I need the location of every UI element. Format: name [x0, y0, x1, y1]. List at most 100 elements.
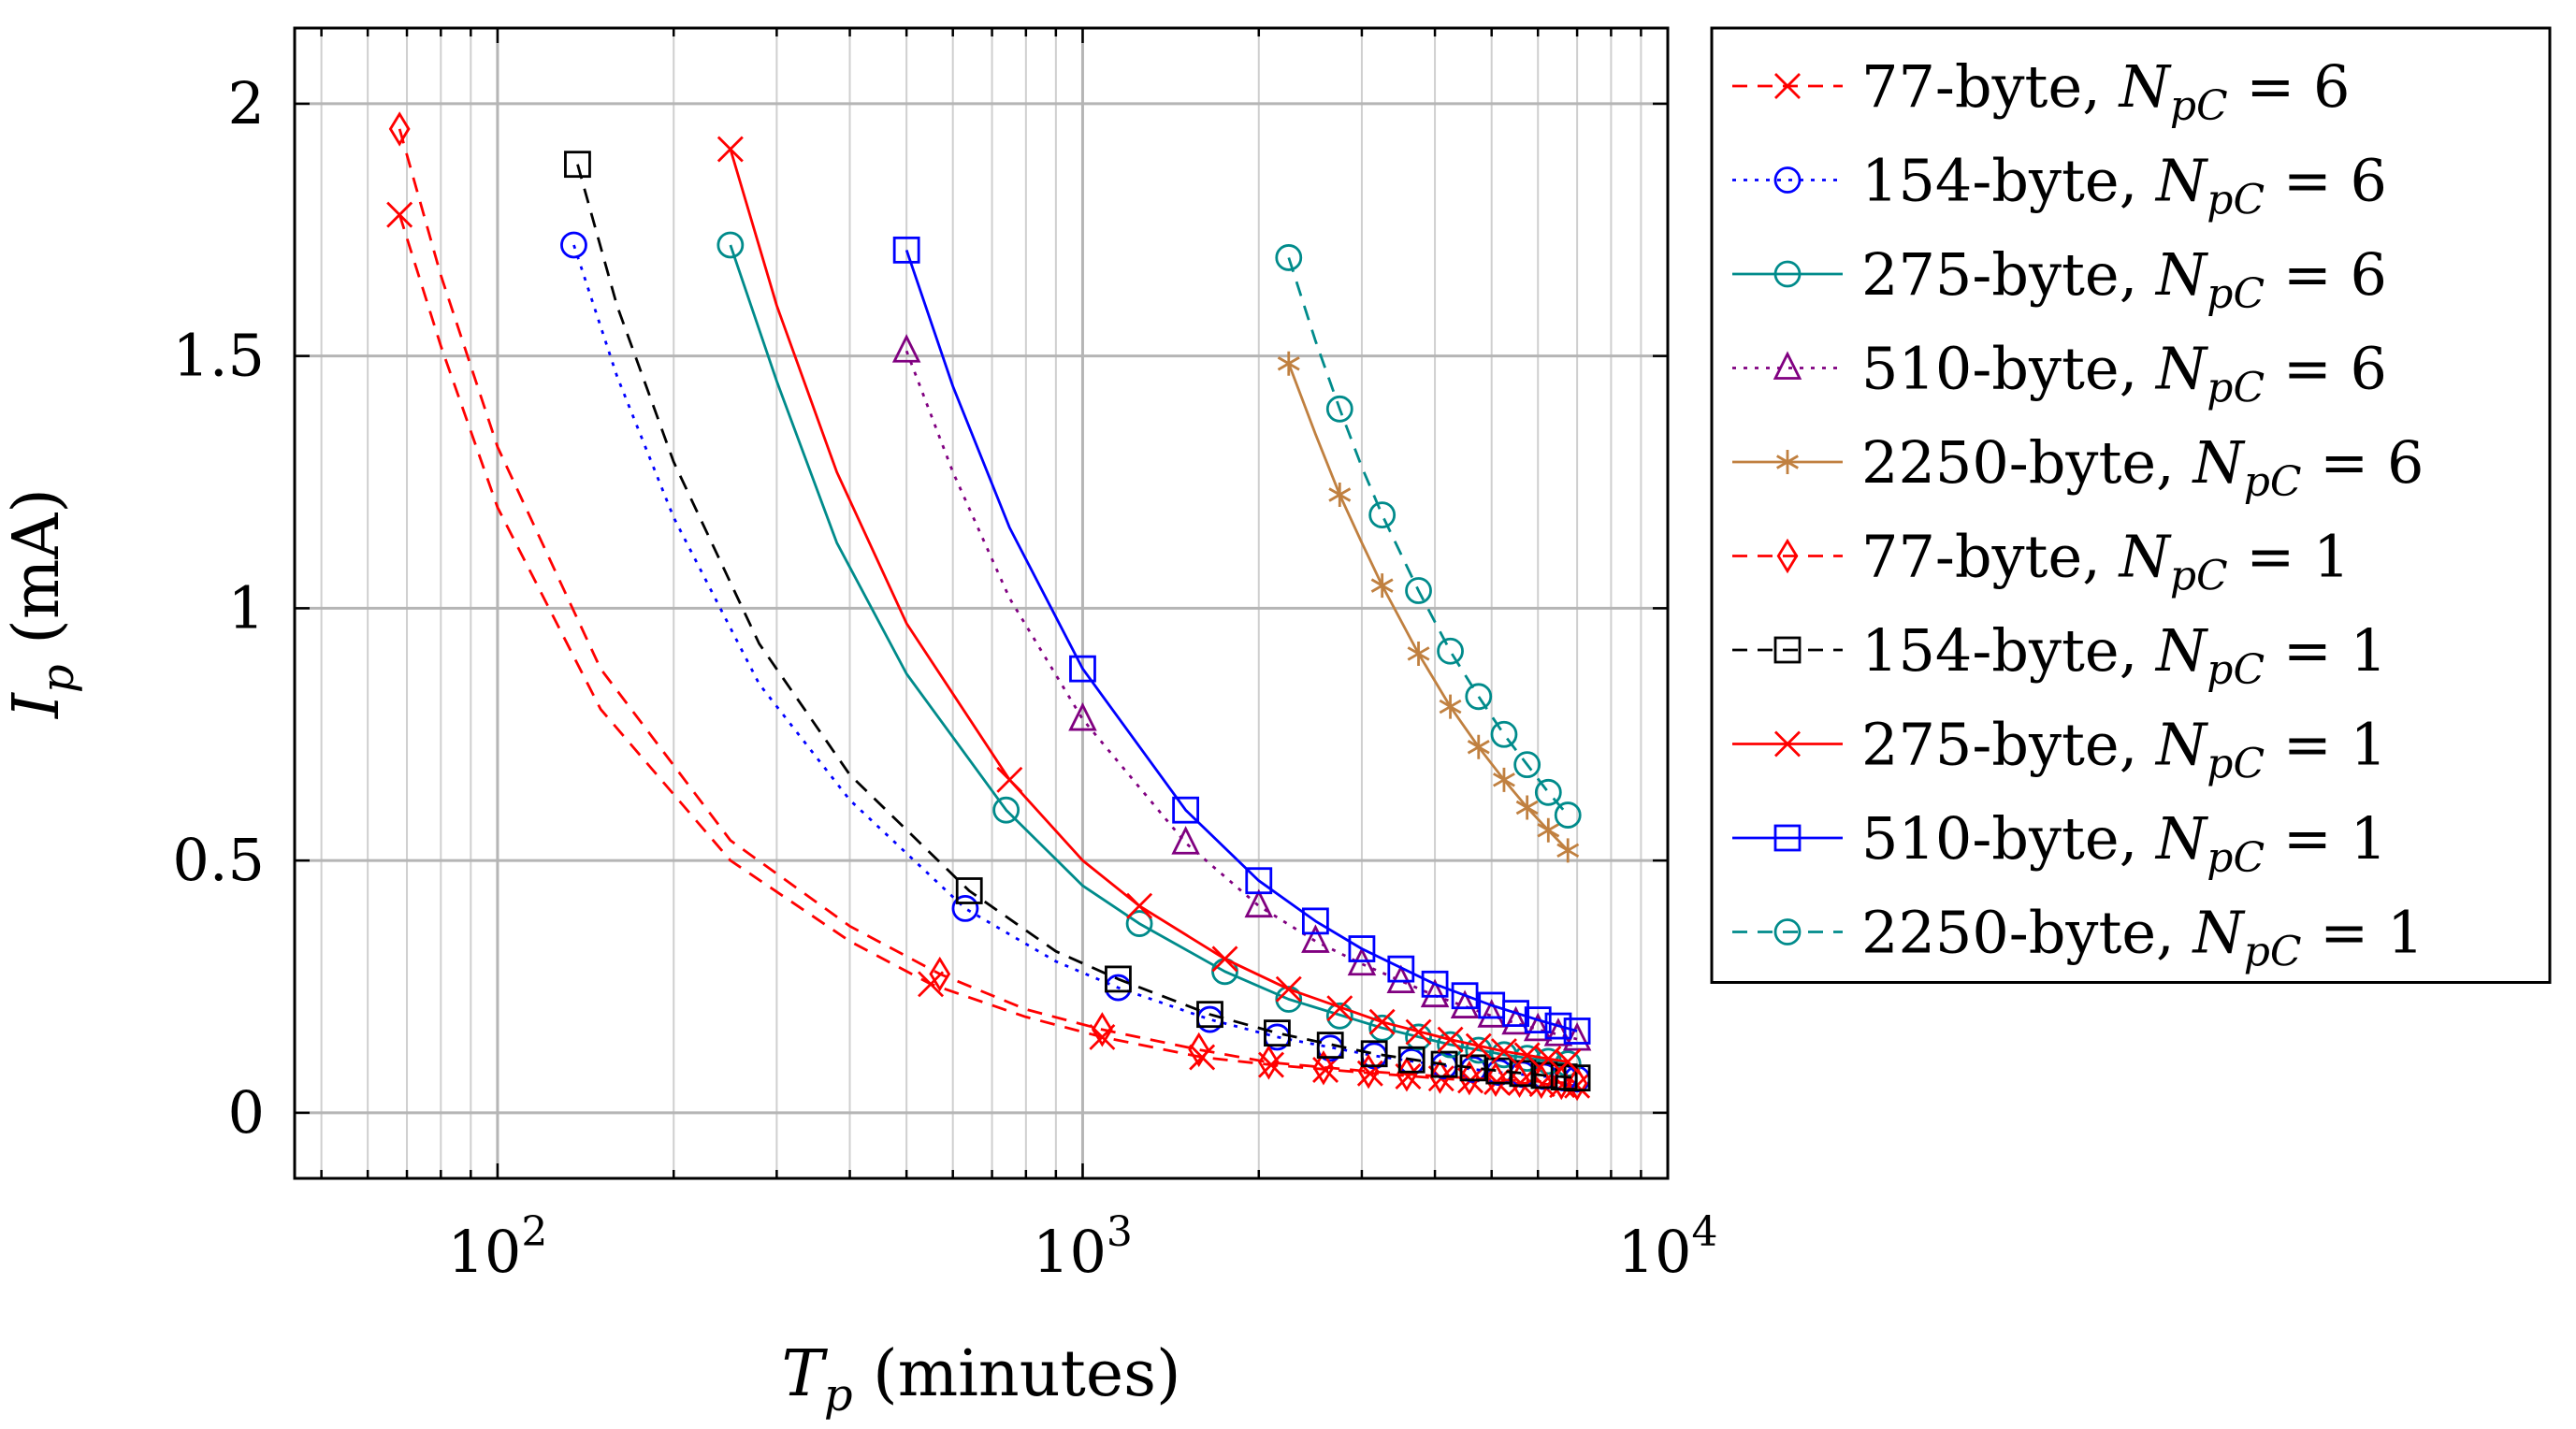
legend-entry: 510-byte, NpC = 6	[1732, 335, 2387, 412]
legend-label: 154-byte, NpC = 6	[1861, 147, 2387, 224]
data-point	[1492, 767, 1515, 792]
plot-frame	[293, 26, 1670, 1180]
data-point	[1196, 1001, 1223, 1029]
x-axis-label: Tp (minutes)	[781, 1337, 1180, 1422]
x-tick-label: 104	[1618, 1208, 1718, 1286]
data-point	[1484, 1061, 1507, 1097]
series-10	[1275, 244, 1582, 829]
series-line	[1287, 363, 1570, 852]
data-point	[1171, 826, 1200, 855]
data-point	[918, 971, 945, 998]
data-point	[386, 201, 413, 228]
data-point	[951, 894, 979, 922]
data-point	[1370, 573, 1394, 599]
data-point	[1368, 501, 1397, 528]
data-point	[1069, 655, 1096, 683]
x-tick-label: 103	[1033, 1208, 1133, 1286]
legend-marker	[1773, 636, 1802, 664]
x-tick-base: 10	[1033, 1218, 1107, 1286]
x-tick-exponent: 4	[1691, 1208, 1717, 1256]
data-point	[1459, 1054, 1487, 1082]
data-point	[1068, 701, 1097, 731]
data-point	[1244, 888, 1274, 918]
data-point	[996, 766, 1023, 793]
axis-ticks	[295, 28, 1670, 1178]
legend-entry: 154-byte, NpC = 6	[1732, 147, 2387, 224]
data-point	[992, 796, 1020, 824]
data-point	[1451, 982, 1479, 1010]
data-point	[1477, 999, 1506, 1028]
legend-marker	[1776, 450, 1799, 474]
series-line	[572, 244, 1578, 1081]
data-point	[1501, 1005, 1530, 1035]
legend-entry: 2250-byte, NpC = 1	[1732, 899, 2424, 976]
data-point	[1555, 1048, 1582, 1075]
data-point	[1544, 1012, 1572, 1040]
data-point	[1490, 1038, 1517, 1065]
data-point	[1513, 1042, 1541, 1069]
legend-marker	[1773, 260, 1802, 288]
data-point	[1245, 867, 1273, 895]
legend-label: 77-byte, NpC = 1	[1861, 523, 2351, 600]
data-point	[1563, 1064, 1591, 1092]
data-point	[716, 231, 745, 259]
data-point	[1387, 955, 1415, 983]
data-point	[1360, 1040, 1388, 1068]
legend-marker	[1774, 73, 1801, 99]
data-point	[1429, 1059, 1451, 1094]
data-point	[1325, 395, 1353, 423]
data-point	[1211, 945, 1238, 973]
data-point	[1125, 910, 1153, 937]
data-point	[1537, 817, 1560, 843]
data-point	[1105, 965, 1132, 993]
legend-label: 275-byte, NpC = 1	[1861, 711, 2387, 788]
series-line	[576, 164, 1578, 1079]
data-point	[1091, 1012, 1113, 1047]
data-point	[1348, 935, 1376, 962]
data-point	[1490, 720, 1518, 748]
y-tick-label: 1.5	[172, 322, 265, 390]
y-tick-label: 1	[228, 573, 265, 642]
data-point	[1301, 924, 1330, 953]
legend-entry: 77-byte, NpC = 1	[1732, 523, 2351, 600]
data-point	[1467, 734, 1490, 759]
legend-label: 275-byte, NpC = 6	[1861, 240, 2387, 318]
legend-label: 154-byte, NpC = 1	[1861, 616, 2387, 694]
data-point	[1397, 1046, 1425, 1074]
data-point	[1405, 577, 1432, 604]
data-point	[1509, 1062, 1530, 1099]
data-point	[1450, 989, 1480, 1018]
series-line	[398, 128, 1578, 1085]
series-line	[729, 149, 1569, 1063]
data-point	[564, 151, 591, 179]
data-point	[1437, 1031, 1464, 1059]
data-point	[1405, 1023, 1432, 1051]
series-line	[1287, 257, 1570, 816]
data-point	[1556, 838, 1580, 863]
legend-marker	[1776, 538, 1799, 574]
data-point	[1312, 1050, 1335, 1086]
data-point	[1264, 1019, 1291, 1047]
data-point	[1523, 1012, 1553, 1042]
data-point	[1515, 795, 1539, 820]
data-point	[1301, 907, 1329, 935]
legend-label: 2250-byte, NpC = 1	[1861, 899, 2424, 976]
legend-marker	[1774, 730, 1801, 758]
x-tick-exponent: 3	[1107, 1208, 1133, 1256]
x-tick-base: 10	[447, 1218, 521, 1286]
data-point	[1554, 801, 1582, 829]
data-point	[1126, 892, 1153, 919]
data-point	[1328, 483, 1352, 508]
legend-label: 77-byte, NpC = 6	[1861, 52, 2351, 130]
data-point	[955, 877, 983, 904]
series-9	[892, 236, 1591, 1045]
legend-entry: 275-byte, NpC = 6	[1732, 240, 2387, 318]
data-point	[1407, 641, 1430, 666]
axis-titles: Tp (minutes) Ip (mA)	[0, 488, 1181, 1422]
legend-entry: 2250-byte, NpC = 6	[1732, 428, 2424, 506]
y-tick-label: 0	[228, 1078, 265, 1147]
data-point	[1458, 1060, 1481, 1096]
data-point	[929, 956, 951, 992]
data-point	[1420, 978, 1450, 1008]
